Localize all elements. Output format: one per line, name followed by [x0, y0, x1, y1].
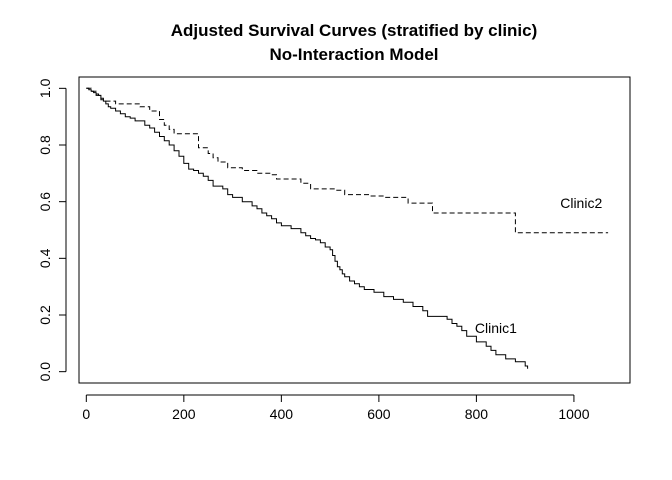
series-labels: Clinic1 Clinic2: [475, 195, 603, 336]
plot-frame: [78, 76, 631, 384]
y-tick-label: 0.8: [37, 135, 53, 155]
y-tick-label: 0.6: [37, 192, 53, 212]
y-tick-label: 0.4: [37, 248, 53, 268]
x-tick-label: 0: [82, 406, 90, 422]
x-tick-label: 800: [465, 406, 489, 422]
series-label-clinic2: Clinic2: [560, 195, 602, 211]
x-tick-label: 600: [367, 406, 391, 422]
series-label-clinic1: Clinic1: [475, 320, 517, 336]
y-axis: 0.0 0.2 0.4 0.6 0.8 1.0: [37, 78, 67, 382]
x-tick-label: 1000: [558, 406, 589, 422]
chart-subtitle: No-Interaction Model: [269, 45, 438, 64]
x-tick-label: 200: [172, 406, 196, 422]
x-tick-label: 400: [270, 406, 294, 422]
x-axis: 0 200 400 600 800 1000: [82, 394, 590, 422]
series-line-clinic1: [86, 87, 529, 369]
chart-title: Adjusted Survival Curves (stratified by …: [171, 21, 538, 40]
y-tick-label: 0.2: [37, 305, 53, 325]
series-layer: [86, 87, 609, 369]
y-tick-label: 0.0: [37, 362, 53, 382]
series-line-clinic2: [86, 87, 609, 234]
y-tick-label: 1.0: [37, 78, 53, 98]
